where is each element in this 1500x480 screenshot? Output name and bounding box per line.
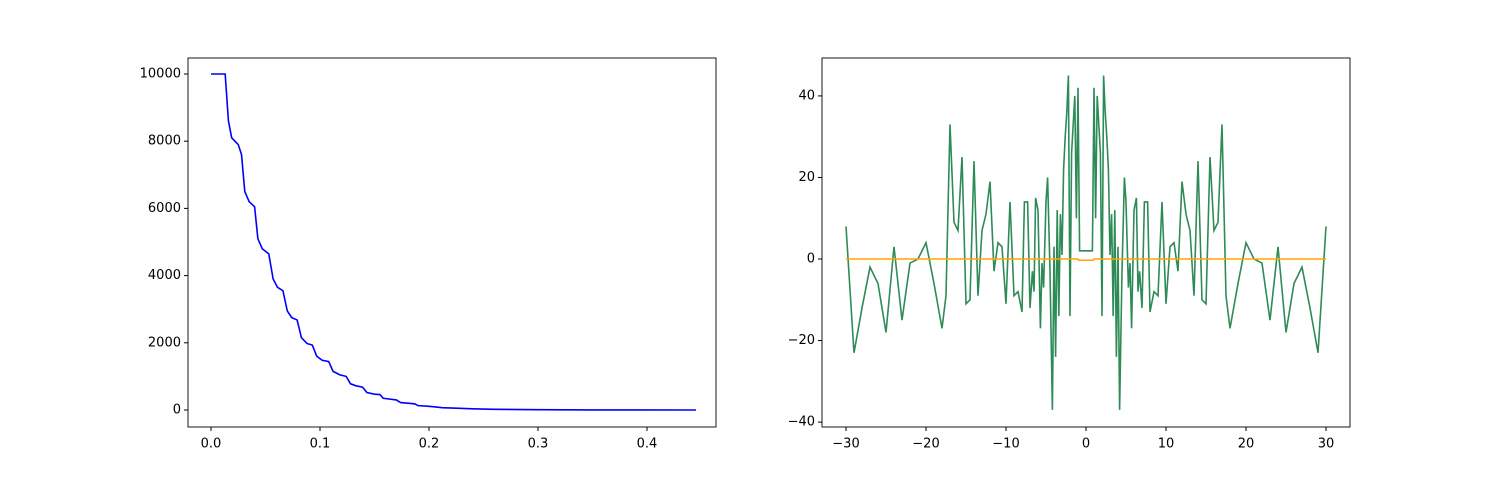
y-tick-label: −20 (788, 333, 815, 348)
x-tick-label: −20 (912, 437, 939, 452)
x-tick-label: −10 (992, 437, 1019, 452)
x-tick-label: 0.4 (637, 437, 658, 452)
y-tick-label: 0 (173, 402, 181, 417)
x-tick-label: 20 (1238, 437, 1255, 452)
x-tick-label: 0.2 (419, 437, 440, 452)
y-tick-label: 2000 (148, 335, 181, 350)
x-tick-label: 10 (1158, 437, 1175, 452)
plot-area (845, 75, 1327, 410)
y-tick-label: 0 (807, 252, 815, 267)
y-tick-label: 10000 (140, 66, 181, 81)
axes-frame (187, 57, 717, 428)
data-line (845, 75, 1327, 410)
y-tick-label: −40 (788, 415, 815, 430)
y-tick-label: 20 (798, 170, 815, 185)
y-tick-label: 40 (798, 88, 815, 103)
plot-area (211, 73, 697, 411)
y-tick-label: 8000 (148, 134, 181, 149)
axes-frame (821, 57, 1351, 428)
y-tick-label: 4000 (148, 268, 181, 283)
x-tick-label: 0.0 (201, 437, 222, 452)
x-tick-label: 30 (1318, 437, 1335, 452)
x-tick-label: 0.3 (528, 437, 549, 452)
y-tick-label: 6000 (148, 201, 181, 216)
data-line (211, 73, 697, 411)
x-tick-label: 0 (1082, 437, 1090, 452)
x-tick-label: 0.1 (310, 437, 331, 452)
x-tick-label: −30 (832, 437, 859, 452)
data-line (846, 258, 1326, 262)
